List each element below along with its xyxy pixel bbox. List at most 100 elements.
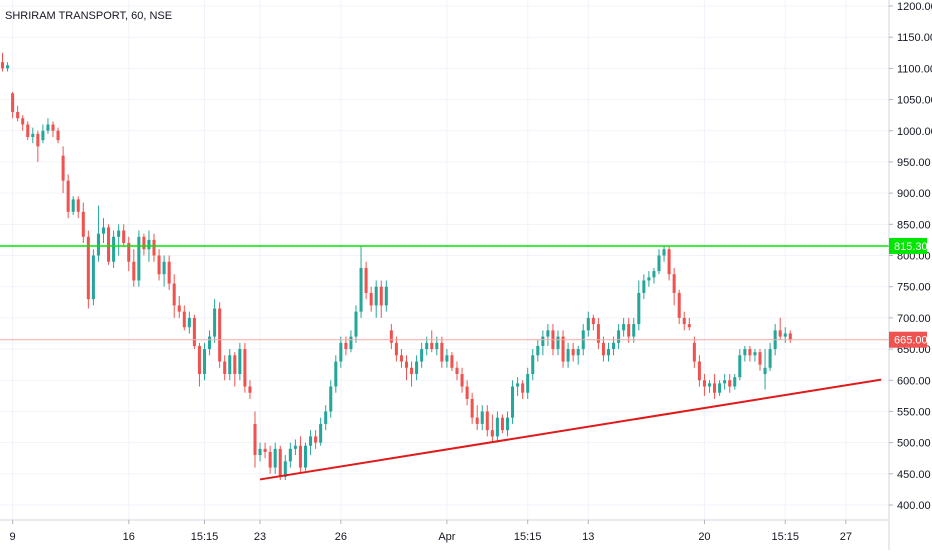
candle xyxy=(642,274,646,300)
candle xyxy=(81,202,85,244)
candle-body xyxy=(238,349,242,375)
candle xyxy=(783,327,787,343)
candle-body xyxy=(733,377,737,387)
price-labels: 815.30 665.00 xyxy=(889,237,928,348)
candle-body xyxy=(647,277,651,281)
candle xyxy=(657,249,661,275)
candle-body xyxy=(218,308,222,362)
candle xyxy=(339,336,343,368)
candle xyxy=(228,349,232,381)
candle xyxy=(475,405,479,431)
y-tick-label: 1050.00 xyxy=(897,95,932,107)
candle xyxy=(248,380,252,399)
candle xyxy=(112,230,116,268)
candle xyxy=(561,330,565,368)
candle-body xyxy=(172,283,176,306)
candle-body xyxy=(137,236,141,281)
candle xyxy=(349,330,353,353)
candle xyxy=(662,246,666,262)
candle xyxy=(213,299,217,343)
candle xyxy=(96,205,100,262)
candle xyxy=(667,246,671,281)
candle-body xyxy=(319,423,323,443)
x-tick-label: 16 xyxy=(123,531,135,543)
price-badge-bg xyxy=(889,237,927,254)
candle-body xyxy=(723,380,727,384)
candle-body xyxy=(278,448,282,477)
candle-body xyxy=(233,355,237,375)
candle-body xyxy=(101,227,106,234)
price-badge: 815.30 xyxy=(889,237,928,254)
candle-body xyxy=(591,317,595,325)
candle-body xyxy=(31,133,35,137)
candle xyxy=(692,336,696,368)
candle xyxy=(480,405,484,431)
trend-line[interactable] xyxy=(259,378,882,481)
candle-body xyxy=(601,342,605,356)
candle xyxy=(622,317,626,337)
candle-body xyxy=(112,236,116,262)
candle-body xyxy=(51,124,55,131)
candle-body xyxy=(107,227,111,262)
candle xyxy=(11,92,15,119)
candle xyxy=(91,249,95,306)
candle xyxy=(733,374,737,390)
candle-body xyxy=(435,342,439,350)
candle-body xyxy=(778,330,782,337)
candle-body xyxy=(61,155,65,181)
candle xyxy=(596,317,600,350)
candle-body xyxy=(167,261,171,284)
candle-body xyxy=(713,383,717,393)
candle-body xyxy=(410,367,414,375)
candle xyxy=(536,339,540,362)
candle xyxy=(298,436,302,474)
candle xyxy=(753,349,757,362)
candle xyxy=(71,196,75,215)
candle-body xyxy=(485,411,489,431)
candle-body xyxy=(177,305,181,312)
candle-body xyxy=(394,342,398,356)
candle-body xyxy=(349,336,353,350)
y-tick-label: 500.00 xyxy=(897,438,931,450)
candle xyxy=(379,280,383,318)
candle-body xyxy=(490,430,494,437)
candle-body xyxy=(566,349,570,362)
candle xyxy=(601,336,605,362)
candle-body xyxy=(617,330,621,343)
candle-body xyxy=(445,355,449,362)
candle xyxy=(66,174,70,219)
candle xyxy=(162,255,166,287)
y-tick-label: 950.00 xyxy=(897,157,931,169)
y-tick-label: 400.00 xyxy=(897,500,931,512)
candle-body xyxy=(571,349,575,356)
candle xyxy=(354,305,358,343)
candle-body xyxy=(147,239,151,250)
candle xyxy=(208,330,212,356)
candle-body xyxy=(253,423,257,456)
candle-body xyxy=(768,349,772,368)
candle xyxy=(389,324,393,350)
candle xyxy=(743,345,747,362)
time-axis[interactable]: 9 16 15:15 23 26 Apr 15:15 13 20 15:15 27 xyxy=(10,520,852,543)
candle xyxy=(470,392,474,424)
candle-body xyxy=(718,383,722,393)
candle xyxy=(460,367,464,393)
candle-body xyxy=(192,317,196,346)
candle xyxy=(465,380,469,406)
candle-body xyxy=(339,342,343,362)
candle-body xyxy=(243,349,247,387)
candle xyxy=(450,352,454,371)
candle xyxy=(415,355,419,381)
candle-body xyxy=(470,398,474,418)
candle-body xyxy=(707,383,712,387)
candle xyxy=(505,411,510,437)
candle xyxy=(728,374,732,393)
candle-body xyxy=(697,361,701,381)
candle-body xyxy=(404,361,409,368)
drawn-lines[interactable] xyxy=(0,245,889,481)
x-tick-label: Apr xyxy=(438,531,455,543)
candle xyxy=(384,280,388,312)
